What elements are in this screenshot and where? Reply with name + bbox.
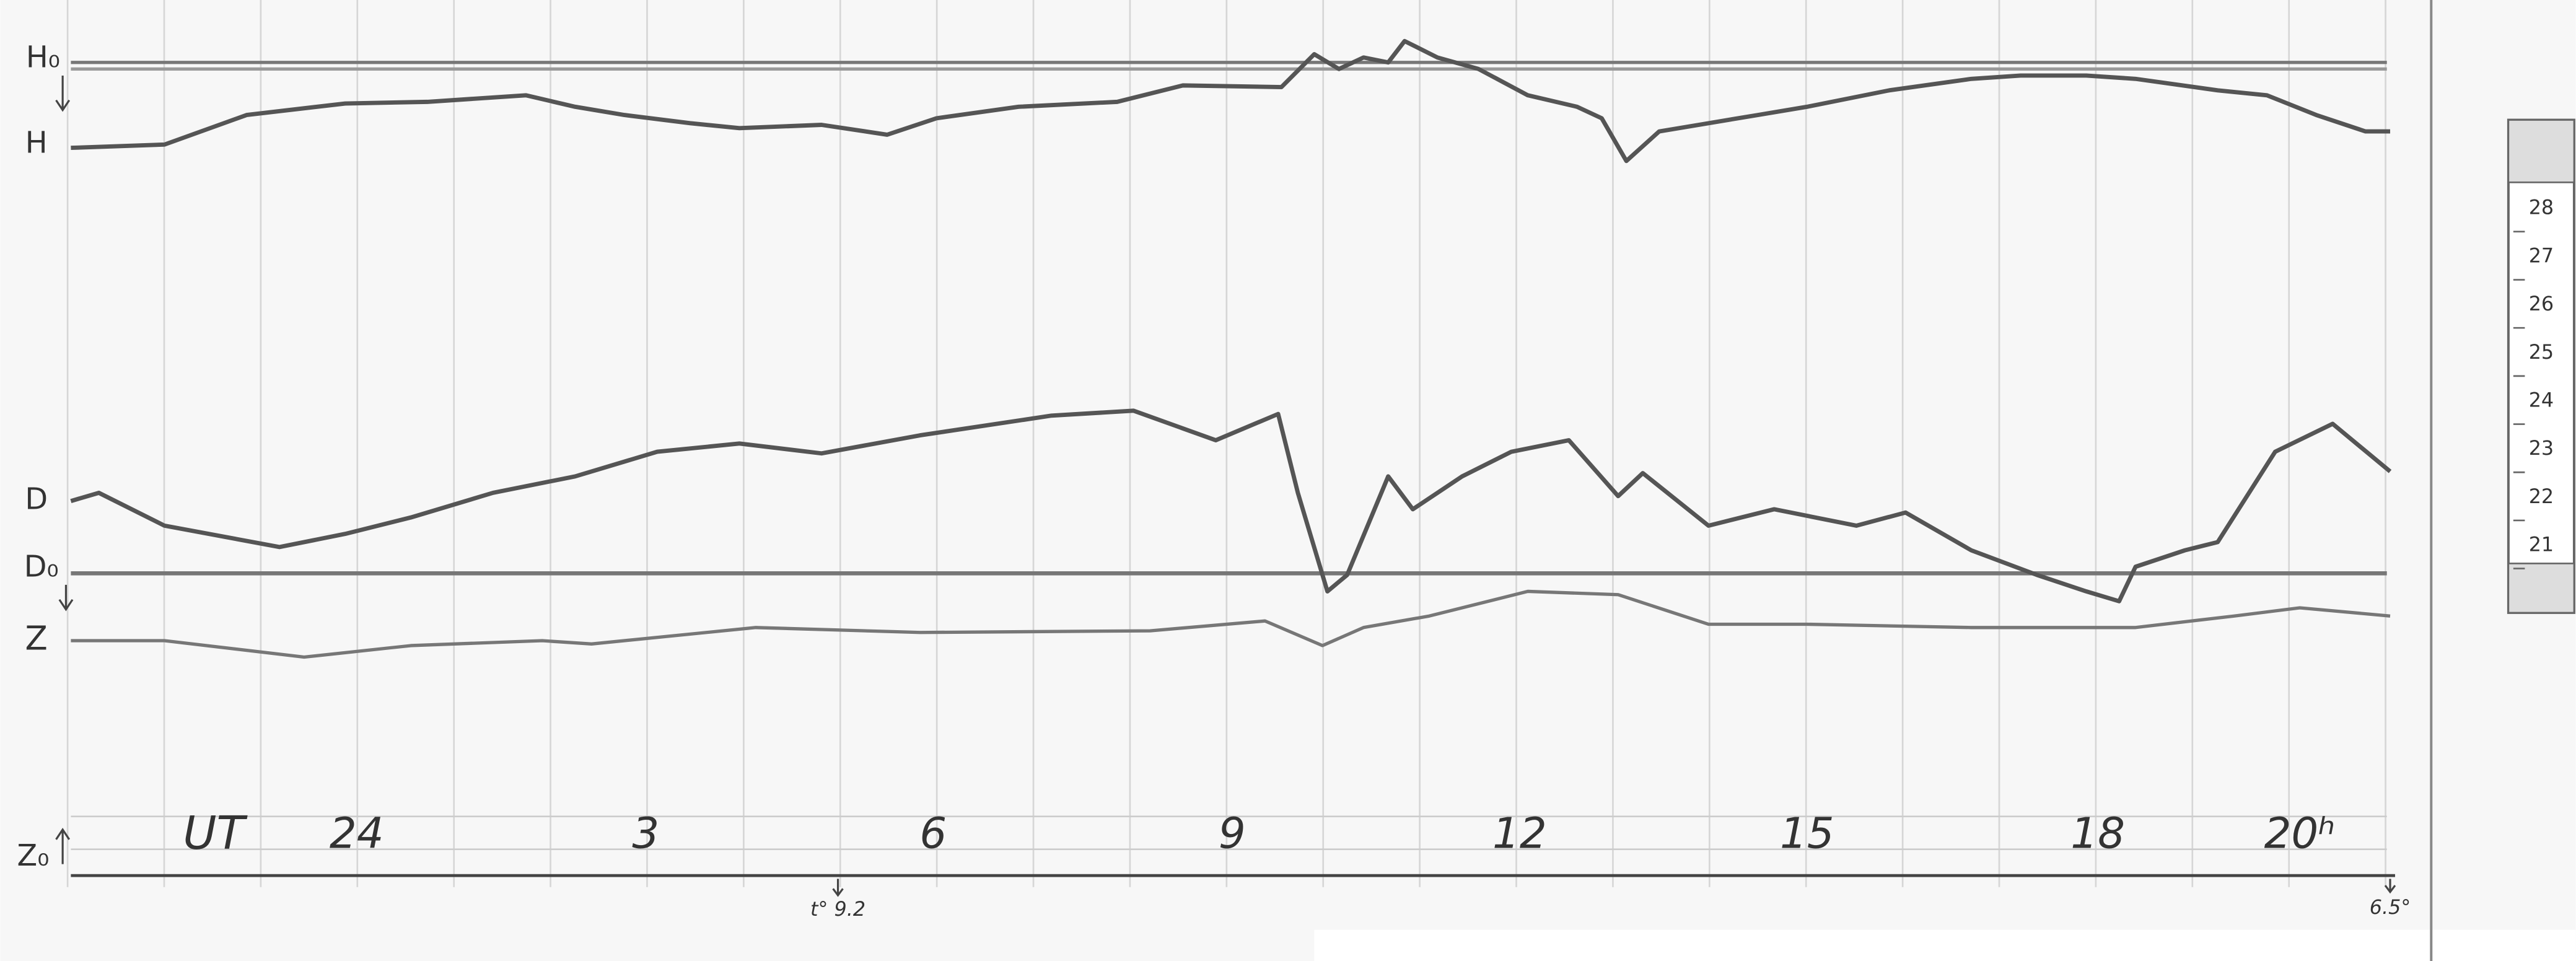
ruler-number: 23 [2529,436,2554,460]
z-trace [71,589,2391,659]
ruler-number: 22 [2529,485,2554,508]
labels: 24 3 6 9 12 15 18 20ʰ 28 27 26 25 24 23 22 21 [330,196,2554,859]
hour-label: 20ʰ [2264,809,2336,859]
time-grid [66,0,2386,887]
trace-label: Z [25,620,48,658]
arrows [55,75,2396,897]
time-axis-label: UT [183,806,248,860]
d-trace [70,408,2392,603]
trace-label: H [25,126,48,160]
ruler-number: 27 [2529,244,2554,267]
ruler-number: 24 [2529,388,2554,411]
hour-label: 9 [1219,809,1246,859]
ruler-number: 25 [2529,340,2554,364]
trace-label: H₀ [26,40,60,74]
blank-area [1314,929,2576,961]
ruler-number: 21 [2529,532,2554,556]
start-temperature: t° 9.2 [810,897,865,921]
ruler-hatch [2507,119,2575,183]
trace-label: D [25,483,48,517]
scale-ruler [2507,118,2575,614]
hour-label: 6 [919,809,947,859]
h-trace [71,38,2391,164]
hour-label: 3 [632,809,659,859]
ruler-number: 28 [2529,196,2554,219]
hour-label: 24 [330,809,384,859]
ruler-hatch [2507,563,2575,614]
trace-label: Z₀ [17,839,50,873]
hour-label: 12 [1492,809,1547,859]
ruler-number: 26 [2529,292,2554,315]
trace-label: D₀ [24,550,59,584]
end-temperature: 6.5° [2370,895,2411,919]
hour-label: 15 [1780,809,1834,859]
hour-label: 18 [2070,809,2125,859]
